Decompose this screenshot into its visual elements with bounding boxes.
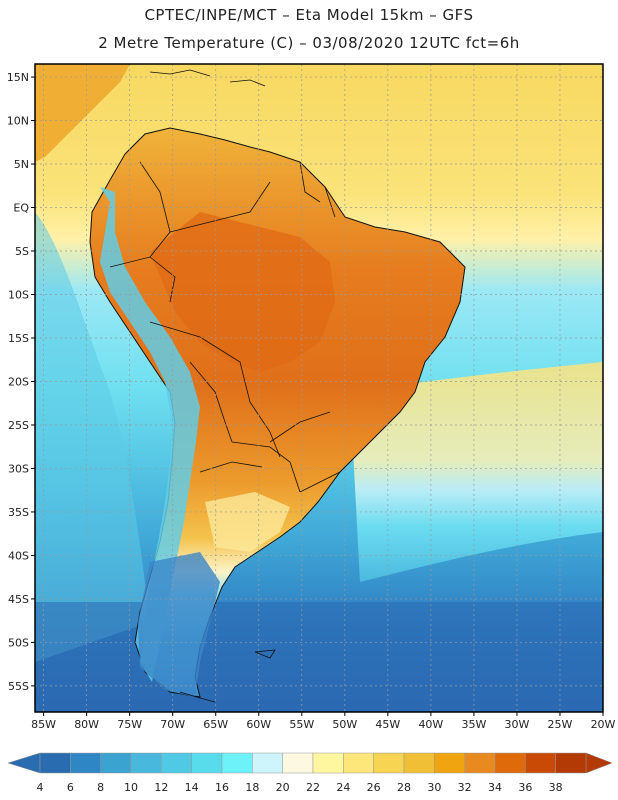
- pacific-cold-tongue: [35, 212, 150, 662]
- colorbar-label: 24: [336, 781, 350, 794]
- lat-label: 15N: [7, 71, 29, 84]
- longitude-labels: 85W 80W 75W 70W 65W 60W 55W 50W 45W 40W 35W 30W 25W 2…: [31, 712, 616, 731]
- colorbar-swatch: [161, 752, 192, 774]
- lon-label: 55W: [289, 718, 314, 731]
- colorbar-swatch: [343, 752, 374, 774]
- colorbar-swatch: [70, 752, 101, 774]
- colorbar-swatch: [403, 752, 435, 774]
- colorbar-label: 32: [458, 781, 472, 794]
- central-america-land: [35, 64, 130, 162]
- colorbar-label: 20: [276, 781, 290, 794]
- lon-label: 80W: [74, 718, 99, 731]
- lon-label: 30W: [505, 718, 530, 731]
- colorbar-label: 38: [549, 781, 563, 794]
- lat-label: 30S: [8, 462, 29, 475]
- colorbar-label: 18: [245, 781, 259, 794]
- colorbar-label: 22: [306, 781, 320, 794]
- colorbar-swatch: [525, 752, 556, 774]
- lat-label: EQ: [13, 202, 29, 215]
- colorbar-low-arrow: [7, 752, 41, 774]
- lon-label: 60W: [246, 718, 271, 731]
- colorbar: 4 6 8 10 12 14 16 18 20 22 24 26 28 30 32 34 36 38: [7, 752, 613, 794]
- map-title: CPTEC/INPE/MCT – Eta Model 15km – GFS: [144, 6, 474, 24]
- lat-label: 25S: [8, 419, 29, 432]
- lat-label: 15S: [8, 332, 29, 345]
- colorbar-swatch: [373, 752, 405, 774]
- map-frame: [34, 63, 604, 713]
- colorbar-label: 14: [185, 781, 199, 794]
- lat-label: 40S: [8, 549, 29, 562]
- colorbar-swatch: [100, 752, 132, 774]
- lon-label: 65W: [203, 718, 228, 731]
- colorbar-swatch: [494, 752, 526, 774]
- colorbar-swatch: [555, 752, 587, 774]
- lat-label: 5N: [14, 158, 29, 171]
- lon-label: 20W: [591, 718, 616, 731]
- lat-label: 20S: [8, 375, 29, 388]
- lon-label: 45W: [375, 718, 400, 731]
- colorbar-swatch: [464, 752, 496, 774]
- lat-label: 5S: [15, 245, 29, 258]
- colorbar-swatch: [191, 752, 223, 774]
- temperature-map[interactable]: 15N 10N 5N EQ 5S 10S 15S 20S 25S 30S 35S 40S 45S 50S 5…: [0, 62, 618, 732]
- colorbar-label: 12: [154, 781, 168, 794]
- map-subtitle: 2 Metre Temperature (C) – 03/08/2020 12U…: [98, 34, 520, 52]
- lon-label: 70W: [160, 718, 185, 731]
- lon-label: 25W: [548, 718, 573, 731]
- colorbar-label: 28: [397, 781, 411, 794]
- colorbar-swatch: [282, 752, 314, 774]
- colorbar-label: 34: [488, 781, 502, 794]
- colorbar-label: 36: [518, 781, 532, 794]
- lat-label: 50S: [8, 636, 29, 649]
- pampas-mild-zone: [205, 492, 290, 552]
- coastline-islands: [149, 69, 276, 703]
- lat-label: 10S: [8, 288, 29, 301]
- patagonia-cold: [138, 552, 220, 697]
- colorbar-swatch: [434, 752, 465, 774]
- colorbar-label: 4: [37, 781, 44, 794]
- colorbar-label: 6: [67, 781, 74, 794]
- colorbar-swatch: [221, 752, 253, 774]
- lon-label: 40W: [418, 718, 443, 731]
- lat-label: 35S: [8, 506, 29, 519]
- lat-label: 55S: [8, 680, 29, 693]
- colorbar-label: 10: [124, 781, 138, 794]
- colorbar-swatch: [130, 752, 162, 774]
- colorbar-swatch: [39, 752, 71, 774]
- colorbar-label: 30: [427, 781, 441, 794]
- colorbar-high-arrow: [585, 752, 613, 774]
- lon-label: 75W: [117, 718, 142, 731]
- atlantic-mild-zone: [350, 362, 603, 582]
- southern-ocean-band: [35, 602, 603, 712]
- colorbar-swatch: [252, 752, 283, 774]
- colorbar-label: 16: [215, 781, 229, 794]
- amazon-hot-core: [150, 212, 335, 372]
- lat-label: 10N: [7, 115, 29, 128]
- lat-label: 45S: [8, 593, 29, 606]
- colorbar-label: 8: [97, 781, 104, 794]
- colorbar-swatch: [312, 752, 344, 774]
- lon-label: 50W: [332, 718, 357, 731]
- lon-label: 85W: [31, 718, 56, 731]
- latitude-labels: 15N 10N 5N EQ 5S 10S 15S 20S 25S 30S 35S 40S 45S 50S 5…: [7, 71, 35, 693]
- lon-label: 35W: [461, 718, 486, 731]
- colorbar-label: 26: [367, 781, 381, 794]
